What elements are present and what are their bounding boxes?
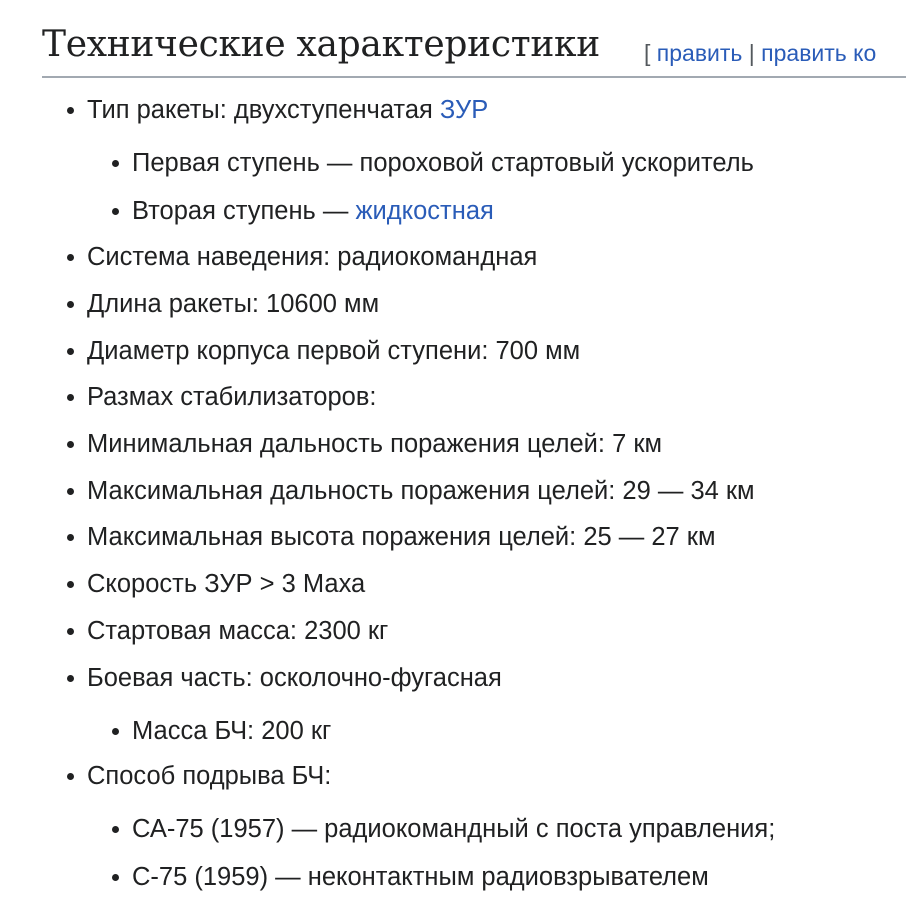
bullet-icon xyxy=(67,301,74,308)
bullet-icon xyxy=(67,488,74,495)
list-item: Длина ракеты: 10600 мм xyxy=(67,289,379,319)
sam-link[interactable]: ЗУР xyxy=(439,96,489,124)
list-item: Система наведения: радиокомандная xyxy=(67,242,537,272)
list-item: Способ подрыва БЧ: xyxy=(67,761,331,791)
liquid-link[interactable]: жидкостная xyxy=(355,197,494,225)
list-item: Максимальная дальность поражения целей: … xyxy=(67,476,755,506)
heading-divider xyxy=(42,76,906,78)
bullet-icon xyxy=(112,826,119,833)
bullet-icon xyxy=(67,394,74,401)
bullet-icon xyxy=(67,581,74,588)
bullet-icon xyxy=(67,107,74,114)
bullet-icon xyxy=(112,874,119,881)
bullet-icon xyxy=(67,348,74,355)
list-item: Скорость ЗУР > 3 Маха xyxy=(67,569,365,599)
list-item: Масса БЧ: 200 кг xyxy=(112,716,331,746)
list-item: Максимальная высота поражения целей: 25 … xyxy=(67,522,716,552)
bullet-icon xyxy=(67,773,74,780)
bullet-icon xyxy=(67,441,74,448)
list-item: Вторая ступень — жидкостная xyxy=(112,196,494,226)
list-item: СА-75 (1957) — радиокомандный с поста уп… xyxy=(112,814,775,844)
bullet-icon xyxy=(67,628,74,635)
edit-code-link[interactable]: править ко xyxy=(761,40,877,66)
edit-links: [ править | править ко xyxy=(644,40,876,67)
list-item: Минимальная дальность поражения целей: 7… xyxy=(67,429,662,459)
section-heading: Технические характеристики xyxy=(42,24,600,65)
bullet-icon xyxy=(67,254,74,261)
list-item: Боевая часть: осколочно-фугасная xyxy=(67,663,502,693)
bullet-icon xyxy=(112,728,119,735)
separator: | xyxy=(748,40,755,66)
bullet-icon xyxy=(67,675,74,682)
bullet-icon xyxy=(112,160,119,167)
edit-link[interactable]: править xyxy=(656,40,743,66)
list-item: Стартовая масса: 2300 кг xyxy=(67,616,388,646)
list-item: Первая ступень — пороховой стартовый уск… xyxy=(112,148,754,178)
list-item: Тип ракеты: двухступенчатая ЗУР xyxy=(67,95,489,125)
bullet-icon xyxy=(67,534,74,541)
list-item: Диаметр корпуса первой ступени: 700 мм xyxy=(67,336,580,366)
list-item: С-75 (1959) — неконтактным радиовзрывате… xyxy=(112,862,709,892)
bracket: [ xyxy=(644,40,651,66)
bullet-icon xyxy=(112,208,119,215)
list-item: Размах стабилизаторов: xyxy=(67,382,376,412)
